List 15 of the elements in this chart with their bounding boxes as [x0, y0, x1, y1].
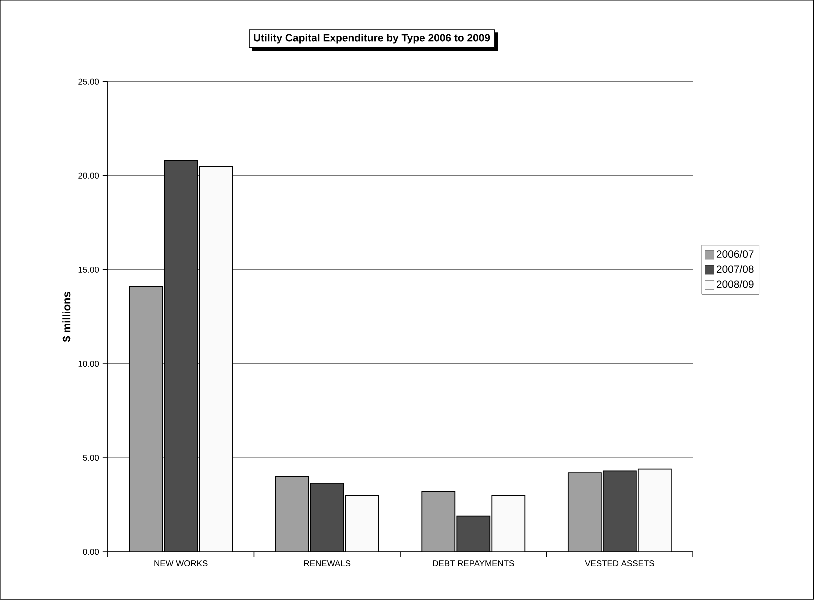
legend-label: 2008/09: [716, 280, 754, 288]
y-tick-label: 5.00: [83, 455, 100, 462]
legend-label: 2007/08: [716, 265, 754, 274]
x-tick-label: RENEWALS: [304, 560, 351, 567]
y-tick-label: 25.00: [78, 78, 100, 85]
y-tick-label: 15.00: [78, 266, 100, 273]
legend-label: 2006/07: [716, 250, 754, 258]
x-tick-label: DEBT REPAYMENTS: [433, 560, 514, 567]
y-axis-title: $ millions: [62, 292, 72, 342]
x-tick-label: NEW WORKS: [154, 560, 208, 567]
y-tick-label: 10.00: [78, 361, 100, 368]
y-tick-label: 20.00: [78, 172, 100, 179]
y-tick-label: 0.00: [83, 549, 100, 556]
chart-title: Utility Capital Expenditure by Type 2006 to 2009: [254, 34, 490, 44]
x-tick-label: VESTED ASSETS: [585, 560, 654, 567]
